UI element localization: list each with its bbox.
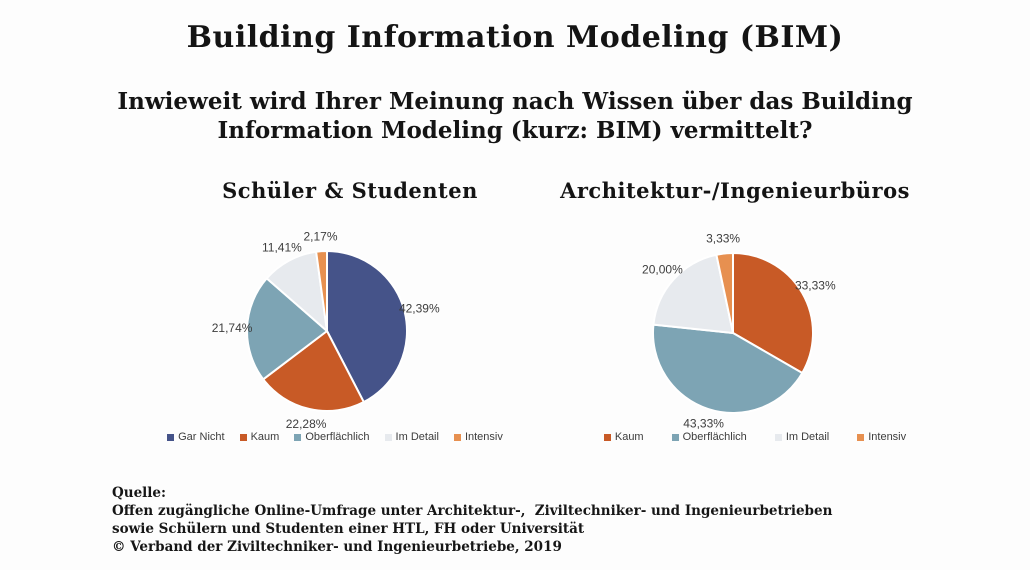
legend-students: Gar Nicht Kaum Oberflächlich Im Detail Inten…: [105, 431, 565, 443]
pie-slice-intensiv: [315, 249, 328, 332]
pie-value-label-im-detail: 20,00%: [642, 263, 683, 277]
question-line-2: Information Modeling (kurz: BIM) vermitt…: [217, 117, 813, 144]
question-subtitle: Inwieweit wird Ihrer Meinung nach Wissen…: [0, 87, 1030, 145]
legend-label-kaum: Kaum: [614, 431, 644, 443]
legend-swatch-im-detail: [774, 433, 782, 441]
legend-label-intensiv: Intensiv: [868, 431, 907, 443]
page-title: Building Information Modeling (BIM): [186, 20, 844, 55]
pie-value-label-oberfl-chlich: 21,74%: [212, 321, 253, 335]
pie-value-label-kaum: 33,33%: [795, 279, 836, 293]
source-note: Quelle: Offen zugängliche Online-Umfrage…: [112, 484, 832, 556]
question-line-1: Inwieweit wird Ihrer Meinung nach Wissen…: [117, 88, 913, 115]
source-line-1: Offen zugängliche Online-Umfrage unter A…: [112, 503, 833, 519]
legend-swatch-oberfl-chlich: [294, 433, 302, 441]
legend-swatch-im-detail: [384, 433, 392, 441]
legend-item-kaum: Kaum: [239, 431, 280, 443]
chart-title-students: Schüler & Studenten: [222, 178, 478, 203]
legend-label-intensiv: Intensiv: [464, 431, 503, 443]
legend-item-kaum: Kaum: [603, 431, 644, 443]
pie-slice-gar-nicht: [326, 250, 408, 404]
legend-label-oberfl-chlich: Oberflächlich: [305, 431, 370, 443]
legend-item-oberfl-chlich: Oberflächlich: [671, 431, 747, 443]
pie-chart-offices: 33,33% 43,33% 20,00% 3,33%: [642, 232, 836, 431]
legend-item-im-detail: Im Detail: [384, 431, 439, 443]
legend-offices: Kaum Oberflächlich Im Detail Intensiv: [560, 431, 950, 443]
pie-chart-students: 42,39% 22,28% 21,74% 11,41%2,17%: [212, 229, 440, 431]
legend-item-oberfl-chlich: Oberflächlich: [294, 431, 370, 443]
pie-value-label-intensiv: 2,17%: [303, 229, 337, 243]
legend-label-oberfl-chlich: Oberflächlich: [682, 431, 747, 443]
legend-item-intensiv: Intensiv: [453, 431, 503, 443]
legend-label-im-detail: Im Detail: [395, 431, 439, 443]
legend-label-kaum: Kaum: [250, 431, 280, 443]
legend-label-gar-nicht: Gar Nicht: [178, 431, 225, 443]
source-line-2: sowie Schülern und Studenten einer HTL, …: [112, 521, 585, 537]
pie-value-label-gar-nicht: 42,39%: [399, 302, 440, 316]
pie-slice-intensiv: [715, 252, 734, 334]
legend-label-im-detail: Im Detail: [785, 431, 830, 443]
legend-item-im-detail: Im Detail: [774, 431, 830, 443]
chart-title-offices: Architektur-/Ingenieurbüros: [560, 178, 910, 203]
pie-slice-oberfl-chlich: [246, 277, 328, 381]
pie-slice-im-detail: [652, 253, 734, 334]
source-label: Quelle:: [112, 485, 166, 501]
legend-swatch-intensiv: [857, 433, 865, 441]
legend-swatch-kaum: [239, 433, 247, 441]
legend-swatch-kaum: [603, 433, 611, 441]
source-line-3: © Verband der Ziviltechniker- und Ingeni…: [112, 539, 562, 555]
pie-slice-kaum: [262, 330, 365, 412]
legend-swatch-intensiv: [453, 433, 461, 441]
legend-item-gar-nicht: Gar Nicht: [167, 431, 225, 443]
pie-value-label-intensiv: 3,33%: [706, 232, 740, 246]
legend-item-intensiv: Intensiv: [857, 431, 906, 443]
pie-slice-oberfl-chlich: [652, 323, 804, 414]
pie-value-label-oberfl-chlich: 43,33%: [683, 417, 724, 431]
pie-value-label-im-detail: 11,41%: [262, 241, 302, 255]
pie-value-label-kaum: 22,28%: [286, 417, 327, 431]
pie-slice-kaum: [732, 252, 814, 374]
legend-swatch-oberfl-chlich: [671, 433, 679, 441]
legend-swatch-gar-nicht: [167, 433, 175, 441]
